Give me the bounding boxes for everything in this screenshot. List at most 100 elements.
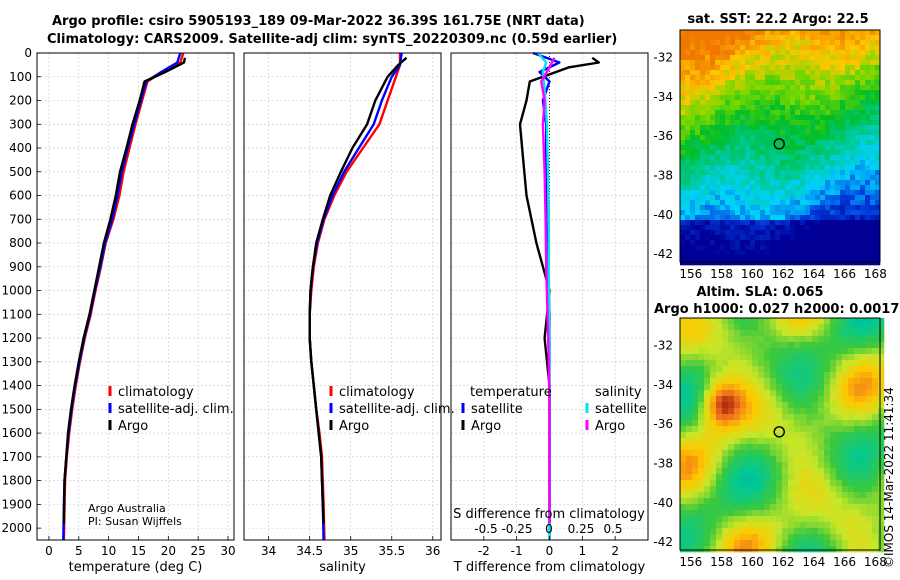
- map-cell: [725, 215, 731, 221]
- map-cell: [686, 402, 693, 409]
- map-cell: [855, 125, 861, 131]
- map-cell: [865, 100, 871, 106]
- map-cell: [870, 210, 876, 216]
- map-cell: [755, 165, 761, 171]
- map-cell: [695, 220, 701, 226]
- map-cell: [870, 125, 876, 131]
- map-lon-tick-label: 162: [772, 555, 795, 569]
- map-cell: [740, 120, 746, 126]
- map-cell: [790, 105, 796, 111]
- map-cell: [716, 444, 723, 451]
- map-cell: [812, 336, 819, 343]
- map-cell: [710, 510, 717, 517]
- map-cell: [835, 180, 841, 186]
- map-cell: [680, 438, 687, 445]
- map-cell: [805, 175, 811, 181]
- map-cell: [835, 215, 841, 221]
- map-cell: [686, 546, 693, 553]
- map-cell: [810, 245, 816, 251]
- map-cell: [752, 408, 759, 415]
- map-cell: [776, 438, 783, 445]
- map-cell: [860, 95, 866, 101]
- map-cell: [700, 155, 706, 161]
- map-cell: [755, 70, 761, 76]
- map-cell: [812, 486, 819, 493]
- map-cell: [782, 360, 789, 367]
- map-cell: [735, 170, 741, 176]
- map-lat-tick-label: -34: [653, 378, 673, 392]
- map-cell: [830, 492, 837, 499]
- map-cell: [878, 330, 885, 337]
- map-cell: [870, 75, 876, 81]
- map-cell: [805, 150, 811, 156]
- map-cell: [764, 330, 771, 337]
- map-cell: [848, 546, 855, 553]
- map-cell: [686, 456, 693, 463]
- map-cell: [705, 240, 711, 246]
- map-cell: [758, 324, 765, 331]
- map-cell: [800, 95, 806, 101]
- map-cell: [680, 195, 686, 201]
- map-cell: [722, 444, 729, 451]
- map-cell: [840, 195, 846, 201]
- map-cell: [806, 330, 813, 337]
- map-cell: [805, 120, 811, 126]
- map-cell: [680, 65, 686, 71]
- map-cell: [812, 372, 819, 379]
- map-cell: [700, 190, 706, 196]
- map-cell: [730, 225, 736, 231]
- map-cell: [716, 510, 723, 517]
- map-cell: [855, 75, 861, 81]
- map-cell: [720, 240, 726, 246]
- map-cell: [775, 200, 781, 206]
- map-cell: [710, 462, 717, 469]
- map-cell: [854, 420, 861, 427]
- map-cell: [740, 372, 747, 379]
- map-cell: [690, 225, 696, 231]
- map-cell: [686, 354, 693, 361]
- map-cell: [800, 372, 807, 379]
- map-cell: [722, 342, 729, 349]
- map-cell: [680, 80, 686, 86]
- map-cell: [815, 130, 821, 136]
- map-cell: [700, 35, 706, 41]
- map-lat-tick-label: -38: [653, 456, 673, 470]
- map-cell: [698, 510, 705, 517]
- map-cell: [686, 432, 693, 439]
- map-cell: [866, 432, 873, 439]
- map-cell: [734, 420, 741, 427]
- map-cell: [865, 75, 871, 81]
- map-cell: [875, 110, 881, 116]
- map-cell: [730, 260, 736, 266]
- map-cell: [788, 480, 795, 487]
- map-cell: [850, 125, 856, 131]
- map-cell: [800, 160, 806, 166]
- map-cell: [715, 235, 721, 241]
- map-cell: [740, 155, 746, 161]
- map-cell: [780, 225, 786, 231]
- map-cell: [848, 486, 855, 493]
- map-cell: [842, 444, 849, 451]
- map-cell: [685, 250, 691, 256]
- map-cell: [770, 528, 777, 535]
- map-cell: [842, 342, 849, 349]
- map-cell: [728, 396, 735, 403]
- map-cell: [820, 225, 826, 231]
- map-cell: [760, 95, 766, 101]
- map-cell: [795, 125, 801, 131]
- map-cell: [800, 215, 806, 221]
- map-cell: [870, 130, 876, 136]
- map-cell: [705, 150, 711, 156]
- map-cell: [790, 45, 796, 51]
- map-cell: [810, 230, 816, 236]
- map-cell: [850, 165, 856, 171]
- map-cell: [750, 120, 756, 126]
- map-cell: [745, 205, 751, 211]
- map-cell: [765, 80, 771, 86]
- map-cell: [836, 366, 843, 373]
- map-cell: [730, 60, 736, 66]
- map-cell: [755, 160, 761, 166]
- map-cell: [764, 384, 771, 391]
- map-cell: [716, 348, 723, 355]
- map-cell: [695, 45, 701, 51]
